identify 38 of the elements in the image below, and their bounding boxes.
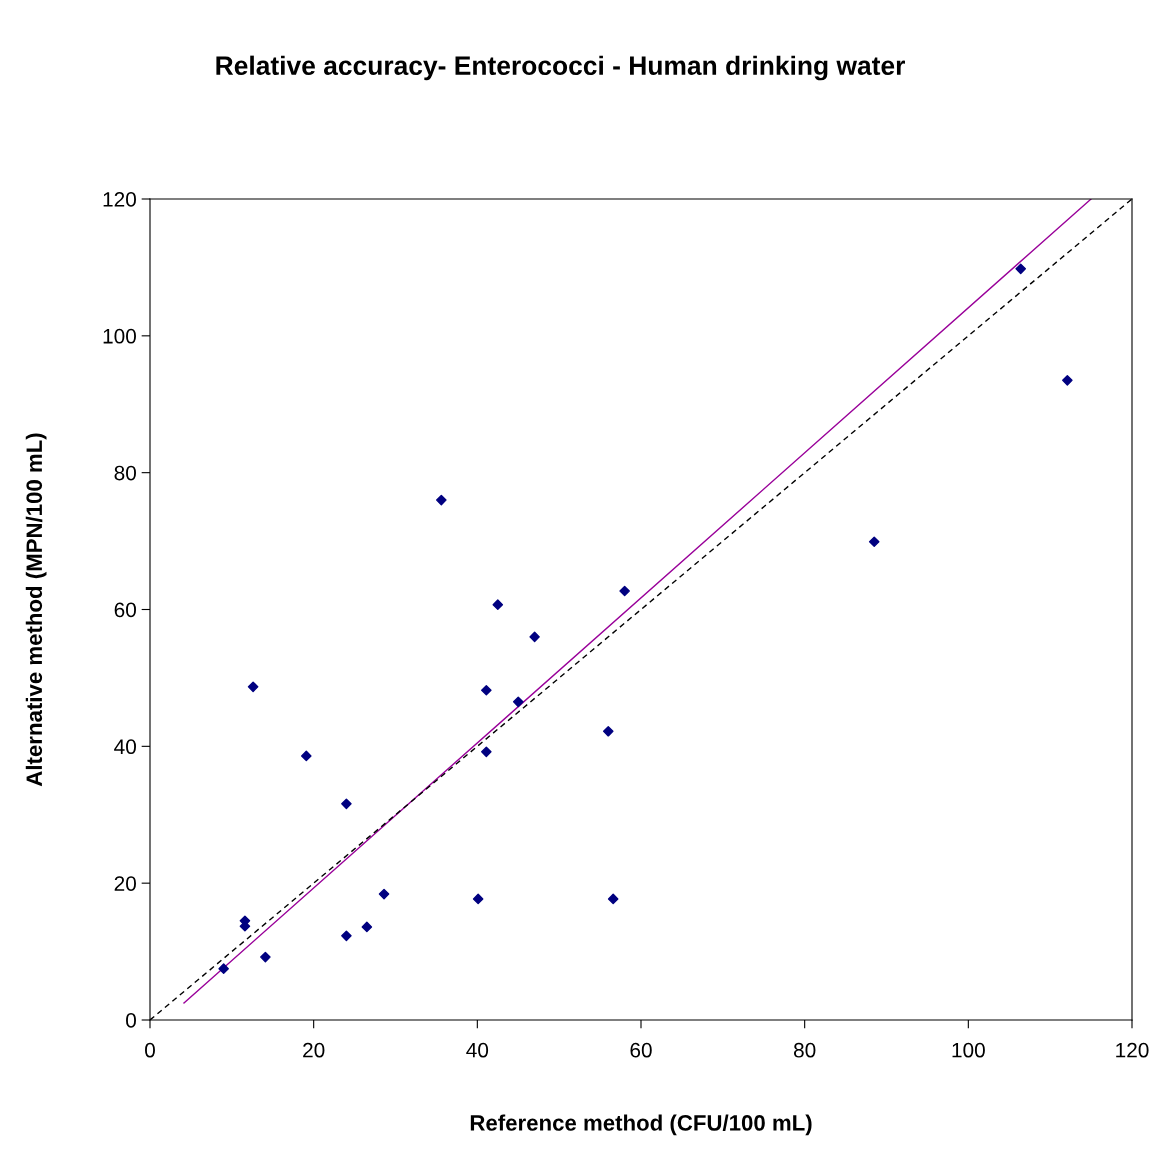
point (436, 494, 447, 506)
point (529, 631, 540, 643)
x-tick-label: 20 (303, 1042, 325, 1058)
point (481, 746, 492, 758)
y-tick-label: 40 (114, 739, 136, 755)
point (260, 951, 271, 963)
y-tick-label: 100 (103, 328, 136, 344)
y-tick-label: 80 (114, 465, 136, 481)
x-tick-label: 120 (1116, 1042, 1149, 1058)
y-tick-label: 120 (103, 192, 136, 207)
point (361, 921, 373, 933)
point (472, 893, 484, 905)
x-tick-label: 0 (145, 1042, 155, 1058)
y-tick-label: 60 (114, 602, 136, 618)
y-tick-label: 0 (126, 1013, 136, 1028)
point (1015, 263, 1027, 275)
x-tick-label: 80 (793, 1042, 816, 1058)
point (619, 585, 630, 597)
point (378, 888, 390, 900)
point (218, 963, 229, 974)
y-axis-title: Alternative method (MPN/100 mL) (25, 433, 47, 787)
point (341, 798, 352, 810)
x-tick-label: 60 (630, 1042, 652, 1058)
point (341, 930, 352, 942)
x-axis-title: Reference method (CFU/100 mL) (470, 1114, 812, 1136)
x-tick-label: 100 (952, 1042, 985, 1058)
point (481, 684, 492, 696)
point (607, 893, 619, 905)
point (512, 696, 524, 708)
point (300, 750, 312, 762)
y-tick-label: 20 (114, 876, 136, 891)
point (868, 536, 880, 548)
point (492, 599, 504, 611)
point (1062, 375, 1073, 386)
point (602, 725, 614, 737)
point (247, 681, 259, 693)
chart-title: Relative accuracy- Enterococci - Human drinking water (216, 55, 905, 81)
x-tick-label: 40 (466, 1042, 489, 1058)
